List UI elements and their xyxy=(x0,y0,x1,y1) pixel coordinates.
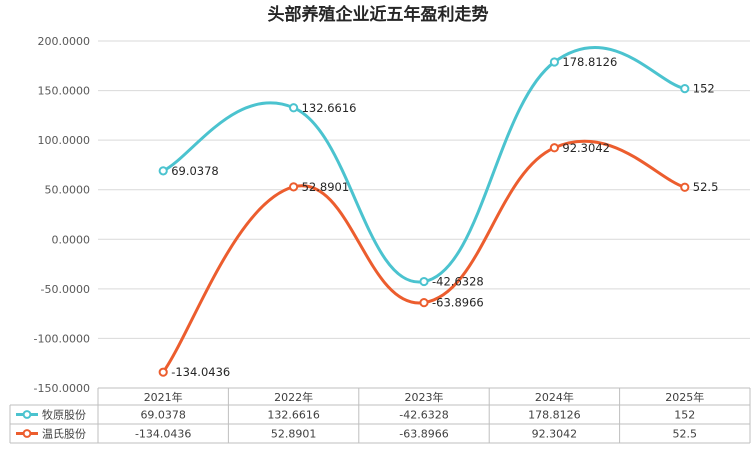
gridlines xyxy=(98,40,750,389)
table-cell: -42.6328 xyxy=(399,409,448,422)
data-point xyxy=(419,276,429,287)
y-tick-label: 200.0000 xyxy=(38,35,91,48)
x-tick-label: 2023年 xyxy=(405,390,444,404)
x-tick-label: 2025年 xyxy=(665,390,704,404)
x-tick-label: 2021年 xyxy=(144,390,183,404)
data-label: 69.0378 xyxy=(171,164,219,178)
table-cell: 52.5 xyxy=(673,428,698,441)
table-cell: 132.6616 xyxy=(267,409,320,422)
y-axis-tick-labels: 200.0000 150.0000 100.0000 50.0000 0.0000 -50… xyxy=(34,35,90,395)
y-tick-label: 0.0000 xyxy=(52,233,91,246)
chart-title: 头部养殖企业近五年盈利走势 xyxy=(268,4,489,25)
legend-marker-key xyxy=(22,429,32,438)
legend-series-name: 温氏股份 xyxy=(42,428,86,441)
legend-marker-key xyxy=(22,410,32,419)
data-point xyxy=(289,103,299,113)
y-tick-label: 150.0000 xyxy=(38,85,91,98)
data-label: -134.0436 xyxy=(171,365,230,379)
table-cell: 69.0378 xyxy=(140,409,186,422)
x-tick-label: 2024年 xyxy=(535,390,574,404)
data-label: 92.3042 xyxy=(562,141,610,155)
series-lines xyxy=(161,46,687,374)
x-tick-label: 2022年 xyxy=(274,390,313,404)
data-point xyxy=(549,143,560,153)
y-tick-label: 50.0000 xyxy=(45,184,91,197)
data-point xyxy=(419,298,429,308)
data-labels: 69.0378 132.6616 -42.6328 178.8126 152 -134.0… xyxy=(171,55,718,379)
data-label: 178.8126 xyxy=(562,55,617,69)
data-point xyxy=(289,182,299,192)
data-label: 52.5 xyxy=(693,180,719,194)
y-tick-label: -100.0000 xyxy=(34,332,90,345)
data-point xyxy=(680,182,690,192)
data-label: 152 xyxy=(693,82,715,96)
table-cell: -63.8966 xyxy=(399,428,448,441)
data-label: -42.6328 xyxy=(432,275,484,289)
data-point xyxy=(680,83,690,94)
data-label: -63.8966 xyxy=(432,296,484,310)
y-tick-label: 100.0000 xyxy=(38,134,91,147)
table-cell: -134.0436 xyxy=(135,428,191,441)
series-line-0 xyxy=(161,46,687,284)
data-point xyxy=(158,166,168,176)
table-cell: 52.8901 xyxy=(271,428,317,441)
data-point xyxy=(549,57,560,67)
legend-series-name: 牧原股份 xyxy=(42,408,86,422)
data-label: 132.6616 xyxy=(302,101,357,115)
y-tick-label: -150.0000 xyxy=(34,382,90,395)
table-cell: 152 xyxy=(674,409,695,422)
data-point xyxy=(158,367,168,377)
data-label: 52.8901 xyxy=(302,180,350,194)
series-markers xyxy=(158,57,690,377)
series-line-1 xyxy=(161,139,687,374)
y-tick-label: -50.0000 xyxy=(41,283,90,296)
table-cell: 92.3042 xyxy=(532,428,578,441)
table-cell: 178.8126 xyxy=(528,409,581,422)
